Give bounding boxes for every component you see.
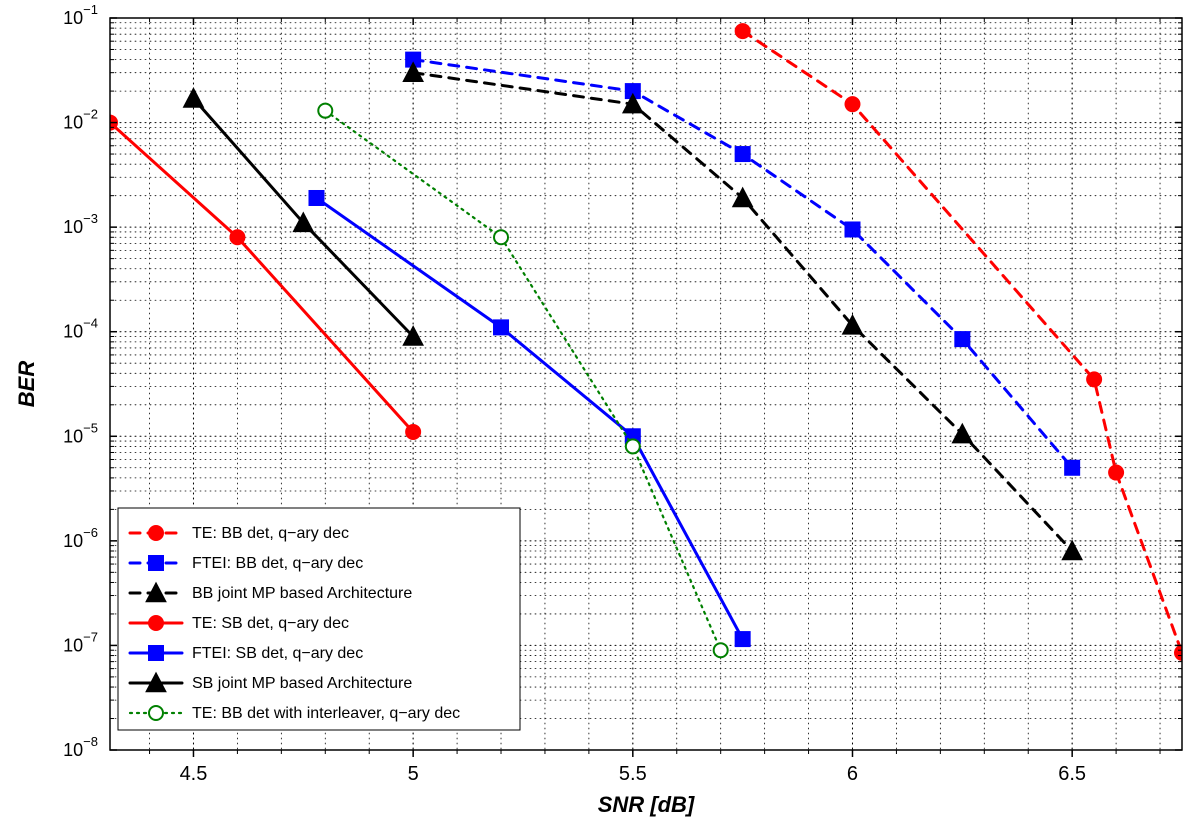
y-tick-label: 10−2 <box>63 107 98 133</box>
series-sb_joint <box>184 89 422 345</box>
y-tick-label: 10−3 <box>63 211 98 237</box>
y-tick-label: 10−4 <box>63 316 98 342</box>
legend-label-te_sb: TE: SB det, q−ary dec <box>192 615 349 632</box>
series-ftei_bb <box>406 53 1079 475</box>
y-axis-label: BER <box>14 361 39 408</box>
x-tick-label: 6.5 <box>1058 763 1086 785</box>
y-tick-label: 10−6 <box>63 525 98 551</box>
x-axis-label: SNR [dB] <box>598 792 695 817</box>
x-tick-label: 5.5 <box>619 763 647 785</box>
legend: TE: BB det, q−ary dec FTEI: BB det, q−ary… <box>118 508 520 730</box>
x-tick-label: 5 <box>408 763 419 785</box>
legend-label-ftei_sb: FTEI: SB det, q−ary dec <box>192 645 363 662</box>
legend-label-sb_joint: SB joint MP based Architecture <box>192 675 412 692</box>
legend-label-te_bb: TE: BB det, q−ary dec <box>192 525 349 542</box>
legend-label-te_bb_int: TE: BB det with interleaver, q−ary dec <box>192 705 460 722</box>
legend-label-ftei_bb: FTEI: BB det, q−ary dec <box>192 555 363 572</box>
chart-svg: 4.5 5 5.5 6 6.5 10−8 10−7 10−6 10−5 10−4 10−3 10−2 1… <box>0 0 1200 821</box>
y-tick-label: 10−7 <box>63 629 98 655</box>
x-tick-label: 4.5 <box>180 763 208 785</box>
legend-label-bb_joint: BB joint MP based Architecture <box>192 585 412 602</box>
series-bb_joint <box>404 63 1081 559</box>
y-tick-label: 10−8 <box>63 734 98 760</box>
x-tick-label: 6 <box>847 763 858 785</box>
ber-vs-snr-chart: 4.5 5 5.5 6 6.5 10−8 10−7 10−6 10−5 10−4 10−3 10−2 1… <box>0 0 1200 821</box>
y-tick-label: 10−1 <box>63 2 98 28</box>
y-tick-label: 10−5 <box>63 420 98 446</box>
